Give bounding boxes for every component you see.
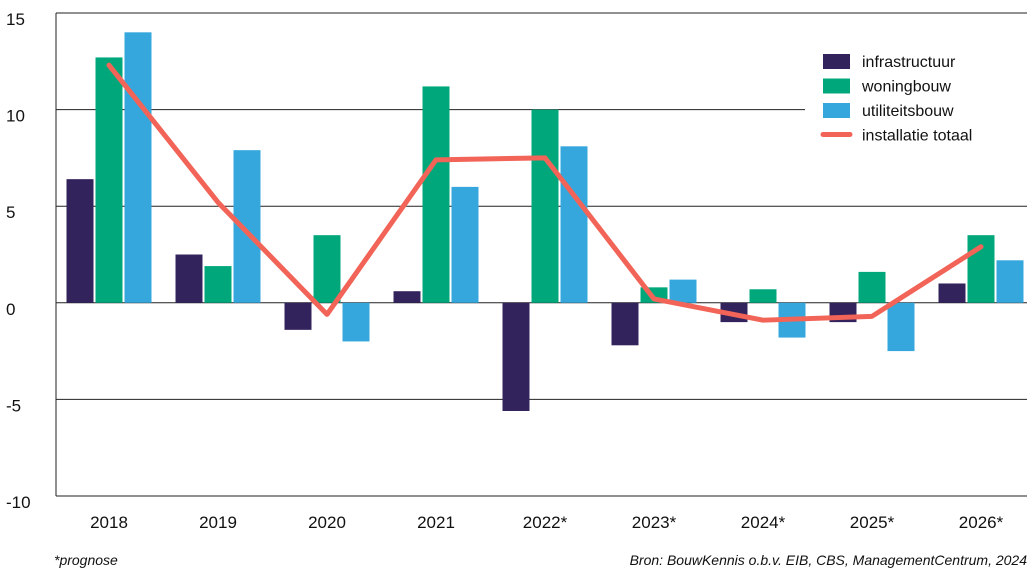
bar-woningbouw-2025	[858, 271, 886, 303]
bar-utiliteitsbouw-2018	[124, 32, 152, 303]
bar-infrastructuur-2023	[611, 302, 639, 346]
bar-woningbouw-2022	[531, 109, 559, 303]
legend-label-installatie-totaal: installatie totaal	[862, 128, 972, 145]
y-tick-0: 0	[6, 300, 15, 319]
bar-infrastructuur-2020	[284, 302, 312, 330]
y-tick-labels: 15 10 5 0 -5 -10	[6, 10, 31, 512]
bar-utiliteitsbouw-2026	[996, 260, 1024, 303]
y-tick--5: -5	[6, 396, 21, 415]
x-tick-2023: 2023*	[632, 513, 677, 532]
footnote-prognose: *prognose	[54, 552, 118, 568]
bar-woningbouw-2024	[749, 289, 777, 303]
y-tick-10: 10	[6, 107, 25, 126]
bars	[66, 32, 1024, 411]
legend-swatch-woningbouw	[823, 78, 850, 94]
x-tick-2022: 2022*	[523, 513, 568, 532]
legend-swatch-infrastructuur	[823, 54, 850, 69]
legend-swatch-utiliteitsbouw	[823, 103, 850, 118]
line-installatie-totaal	[106, 62, 984, 323]
bar-woningbouw-2020	[313, 235, 341, 303]
y-tick-5: 5	[6, 203, 15, 222]
legend-label-utiliteitsbouw: utiliteitsbouw	[862, 103, 954, 120]
legend: infrastructuur woningbouw utiliteitsbouw in…	[805, 44, 1027, 164]
bar-utiliteitsbouw-2023	[669, 279, 697, 303]
x-tick-2026: 2026*	[959, 513, 1004, 532]
bar-woningbouw-2018	[95, 57, 123, 303]
bar-woningbouw-2021	[422, 86, 450, 303]
line-series	[106, 62, 984, 323]
bar-utiliteitsbouw-2020	[342, 302, 370, 342]
bar-infrastructuur-2021	[393, 291, 421, 303]
x-tick-labels: 2018 2019 2020 2021 2022* 2023* 2024* 2025* 2026…	[90, 513, 1004, 532]
bar-utiliteitsbouw-2021	[451, 186, 479, 303]
bar-utiliteitsbouw-2019	[233, 150, 261, 303]
x-tick-2020: 2020	[308, 513, 346, 532]
bar-infrastructuur-2018	[66, 179, 94, 303]
x-tick-2019: 2019	[199, 513, 237, 532]
source-note: Bron: BouwKennis o.b.v. EIB, CBS, Manage…	[629, 552, 1027, 568]
legend-label-infrastructuur: infrastructuur	[862, 54, 956, 71]
x-tick-2021: 2021	[417, 513, 455, 532]
bar-utiliteitsbouw-2025	[887, 302, 915, 352]
bar-infrastructuur-2022	[502, 302, 530, 411]
bar-woningbouw-2019	[204, 266, 232, 303]
y-tick--10: -10	[6, 493, 31, 512]
bar-infrastructuur-2019	[175, 254, 203, 303]
y-tick-15: 15	[6, 10, 25, 29]
x-tick-2018: 2018	[90, 513, 128, 532]
bar-infrastructuur-2026	[938, 283, 966, 303]
x-tick-2024: 2024*	[741, 513, 786, 532]
legend-label-woningbouw: woningbouw	[861, 79, 951, 96]
bar-utiliteitsbouw-2022	[560, 146, 588, 303]
axes	[55, 13, 1027, 497]
x-tick-2025: 2025*	[850, 513, 895, 532]
